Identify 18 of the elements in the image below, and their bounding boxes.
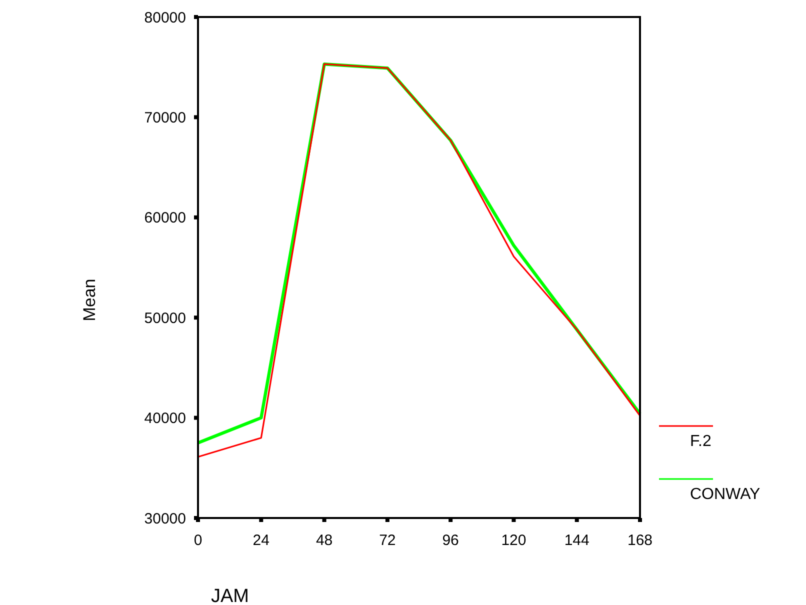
legend-label: F.2 — [690, 433, 712, 450]
x-tick-label: 144 — [564, 532, 590, 549]
y-tick-label: 70000 — [144, 109, 186, 126]
x-tick-label: 72 — [379, 532, 396, 549]
y-tick-label: 50000 — [144, 310, 186, 327]
y-tick-label: 60000 — [144, 210, 186, 227]
y-tick-label: 30000 — [144, 510, 186, 528]
x-tick-label: 120 — [501, 532, 526, 549]
x-tick-label: 24 — [252, 532, 270, 549]
x-tick-label: 96 — [442, 532, 459, 549]
legend-label: CONWAY — [690, 486, 761, 503]
x-axis-title: JAM — [211, 586, 249, 605]
x-tick-label: 48 — [316, 532, 333, 549]
y-tick-label: 80000 — [144, 9, 186, 26]
x-tick-label: 0 — [194, 532, 202, 549]
y-axis-title: Mean — [80, 278, 99, 322]
y-tick-label: 40000 — [144, 410, 186, 428]
x-tick-label: 168 — [627, 532, 653, 549]
